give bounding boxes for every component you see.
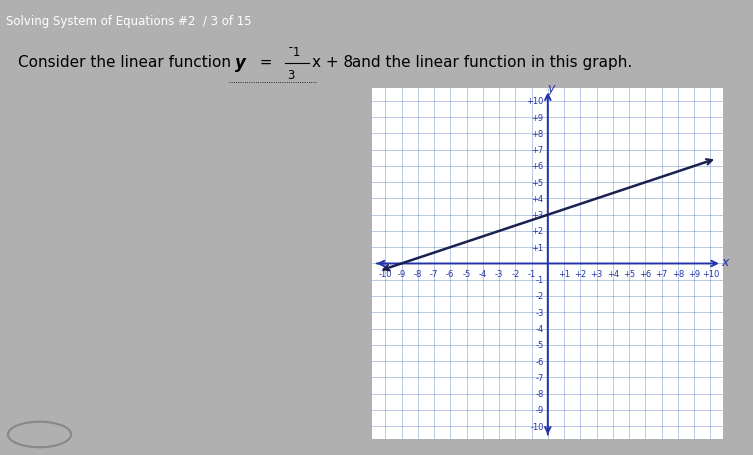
- Text: +5: +5: [623, 269, 635, 278]
- Text: +6: +6: [532, 162, 544, 171]
- Text: +10: +10: [702, 269, 719, 278]
- Text: ¯1: ¯1: [288, 46, 301, 59]
- Text: -6: -6: [446, 269, 455, 278]
- Text: -3: -3: [495, 269, 503, 278]
- Text: 3: 3: [288, 69, 295, 81]
- Text: -2: -2: [511, 269, 520, 278]
- Text: -10: -10: [379, 269, 392, 278]
- Text: +6: +6: [639, 269, 651, 278]
- Text: +7: +7: [532, 146, 544, 155]
- Text: +1: +1: [558, 269, 570, 278]
- Text: y: y: [236, 54, 246, 72]
- Text: -7: -7: [430, 269, 438, 278]
- Text: +8: +8: [532, 130, 544, 139]
- Text: -9: -9: [398, 269, 406, 278]
- Text: -4: -4: [535, 324, 544, 333]
- Text: Solving System of Equations #2  / 3 of 15: Solving System of Equations #2 / 3 of 15: [6, 15, 252, 28]
- Text: y: y: [547, 82, 555, 95]
- Text: +3: +3: [532, 211, 544, 220]
- Text: -1: -1: [527, 269, 535, 278]
- Text: +9: +9: [532, 113, 544, 122]
- Text: -5: -5: [462, 269, 471, 278]
- Text: +8: +8: [672, 269, 684, 278]
- Text: -9: -9: [535, 405, 544, 415]
- Text: +9: +9: [688, 269, 700, 278]
- Text: +4: +4: [532, 195, 544, 203]
- Text: -6: -6: [535, 357, 544, 366]
- Text: -1: -1: [535, 276, 544, 285]
- Text: +10: +10: [526, 97, 544, 106]
- Text: -7: -7: [535, 373, 544, 382]
- Text: -10: -10: [530, 422, 544, 430]
- Text: +2: +2: [532, 227, 544, 236]
- Text: -2: -2: [535, 292, 544, 301]
- Text: +4: +4: [607, 269, 619, 278]
- Text: -3: -3: [535, 308, 544, 317]
- Text: +2: +2: [575, 269, 587, 278]
- Text: -4: -4: [479, 269, 487, 278]
- Text: x: x: [721, 255, 729, 268]
- Text: +7: +7: [655, 269, 668, 278]
- Text: +1: +1: [532, 243, 544, 252]
- Text: =: =: [250, 56, 282, 70]
- Text: +5: +5: [532, 178, 544, 187]
- Text: Consider the linear function: Consider the linear function: [18, 56, 231, 70]
- Text: -8: -8: [535, 389, 544, 398]
- Text: -8: -8: [413, 269, 422, 278]
- Text: x + 8: x + 8: [312, 56, 353, 70]
- Text: and the linear function in this graph.: and the linear function in this graph.: [347, 56, 632, 70]
- Text: +3: +3: [590, 269, 602, 278]
- Text: -5: -5: [535, 340, 544, 349]
